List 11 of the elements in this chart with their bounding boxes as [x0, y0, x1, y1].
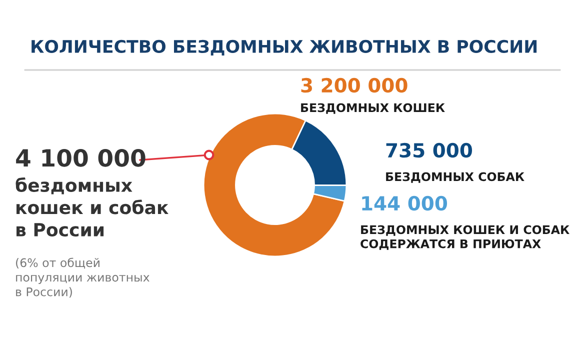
slice-label: БЕЗДОМНЫХ СОБАК: [386, 172, 524, 183]
data-label: 735 000: [386, 142, 472, 158]
text: 4 100 000: [16, 148, 146, 167]
data-label: 3 200 000: [301, 78, 408, 93]
text: (6% от общей популяции животных в России): [16, 258, 150, 298]
slice-label: БЕЗДОМНЫХ КОШЕК И СОБАК СОДЕРЖАТСЯ В ПРИЮТАХ: [360, 225, 570, 250]
text: бездомных кошек и собак в России: [16, 177, 168, 237]
donut-slice: [202, 112, 346, 258]
slice-label: БЕЗДОМНЫХ КОШЕК: [301, 103, 445, 114]
chart-title: КОЛИЧЕСТВО БЕЗДОМНЫХ ЖИВОТНЫХ В РОССИИ: [32, 40, 537, 56]
data-label: 144 000: [362, 196, 448, 211]
